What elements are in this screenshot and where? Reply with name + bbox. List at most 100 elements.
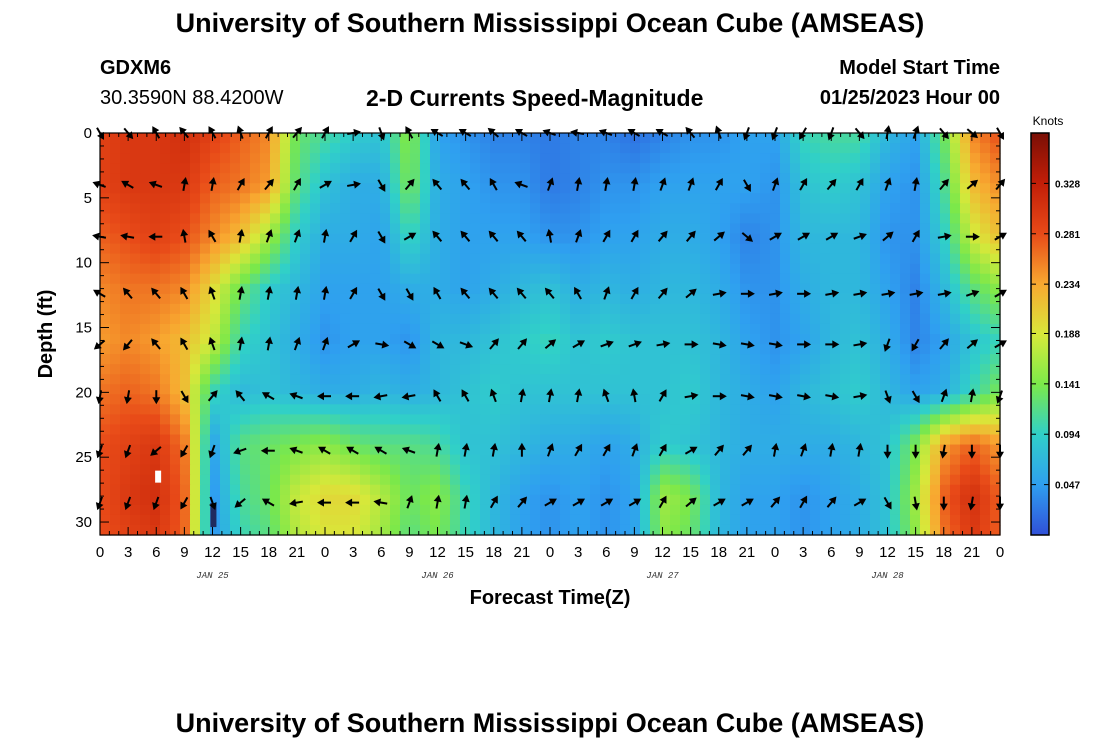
y-tick-label: 30 <box>75 514 92 531</box>
heatmap-cell <box>350 474 361 486</box>
heatmap-cell <box>620 404 631 415</box>
heatmap-cell <box>160 394 171 405</box>
heatmap-cell <box>920 504 931 516</box>
heatmap-cell <box>220 364 231 375</box>
heatmap-cell <box>750 133 761 144</box>
current-arrow <box>516 287 527 300</box>
heatmap-cell <box>460 313 471 325</box>
heatmap-cell <box>360 404 371 415</box>
heatmap-cell <box>850 364 861 375</box>
heatmap-cell <box>360 273 371 285</box>
heatmap-cell <box>870 163 881 174</box>
heatmap-cell <box>450 404 461 415</box>
heatmap-cell <box>500 474 511 486</box>
heatmap-cell <box>530 213 541 225</box>
heatmap-cell <box>440 424 451 436</box>
heatmap-cell <box>740 404 751 415</box>
heatmap-cell <box>350 384 361 395</box>
heatmap-cell <box>450 464 461 476</box>
heatmap-cell <box>840 173 851 184</box>
heatmap-cell <box>830 394 841 405</box>
heatmap-cell <box>670 263 681 275</box>
heatmap-cell <box>770 354 781 365</box>
heatmap-cell <box>950 484 961 496</box>
heatmap-cell <box>350 223 361 235</box>
heatmap-cell <box>490 303 501 315</box>
heatmap-cell <box>550 323 561 335</box>
heatmap-cell <box>500 524 511 536</box>
heatmap-cell <box>580 354 591 365</box>
heatmap-cell <box>380 163 391 174</box>
heatmap-cell <box>230 223 241 235</box>
heatmap-cell <box>710 424 721 436</box>
heatmap-cell <box>820 143 831 154</box>
heatmap-cell <box>790 424 801 436</box>
heatmap-cell <box>680 424 691 436</box>
heatmap-cell <box>340 434 351 446</box>
heatmap-cell <box>560 464 571 476</box>
heatmap-cell <box>860 173 871 184</box>
heatmap-cell <box>660 303 671 315</box>
heatmap-cell <box>670 293 681 305</box>
heatmap-cell <box>950 213 961 225</box>
heatmap-cell <box>380 384 391 395</box>
heatmap-cell <box>830 464 841 476</box>
heatmap-cell <box>740 454 751 466</box>
heatmap-cell <box>230 474 241 486</box>
heatmap-cell <box>920 484 931 496</box>
heatmap-cell <box>520 394 531 405</box>
heatmap-cell <box>390 484 401 496</box>
heatmap-cell <box>750 474 761 486</box>
heatmap-cell <box>740 193 751 204</box>
heatmap-cell <box>800 243 811 255</box>
heatmap-cell <box>570 414 581 426</box>
current-arrow <box>347 340 361 349</box>
heatmap-cell <box>700 394 711 405</box>
y-tick-label: 15 <box>75 320 92 337</box>
current-arrow <box>799 443 808 457</box>
heatmap-cell <box>720 434 731 446</box>
heatmap-cell <box>450 303 461 315</box>
heatmap-cell <box>450 223 461 235</box>
heatmap-cell <box>500 424 511 436</box>
heatmap-cell <box>320 344 331 355</box>
current-arrow <box>321 285 330 300</box>
heatmap-cell <box>410 424 421 436</box>
heatmap-cell <box>850 454 861 466</box>
heatmap-cell <box>600 464 611 476</box>
heatmap-cell <box>150 524 161 536</box>
heatmap-cell <box>500 193 511 204</box>
heatmap-cell <box>420 303 431 315</box>
heatmap-cell <box>710 364 721 375</box>
heatmap-cell <box>440 344 451 355</box>
heatmap-cell <box>270 183 281 194</box>
heatmap-cell <box>720 354 731 365</box>
heatmap-cell <box>390 303 401 315</box>
heatmap-cell <box>390 193 401 204</box>
heatmap-cell <box>440 504 451 516</box>
heatmap-cell <box>840 504 851 516</box>
heatmap-cell <box>590 344 601 355</box>
heatmap-cell <box>300 334 311 345</box>
heatmap-cell <box>940 263 951 275</box>
heatmap-cell <box>930 414 941 426</box>
heatmap-cell <box>600 143 611 154</box>
heatmap-cell <box>700 223 711 235</box>
heatmap-cell <box>230 153 241 164</box>
heatmap-cell <box>490 323 501 335</box>
heatmap-cell <box>530 183 541 194</box>
heatmap-cell <box>320 464 331 476</box>
current-arrow <box>345 498 360 507</box>
current-arrow <box>208 444 216 459</box>
heatmap-cell <box>980 153 991 164</box>
heatmap-cell <box>210 263 221 275</box>
heatmap-cell <box>720 273 731 285</box>
heatmap-cell <box>610 484 621 496</box>
heatmap-cell <box>650 173 661 184</box>
heatmap-cell <box>680 253 691 265</box>
heatmap-cell <box>930 514 941 526</box>
heatmap-cell <box>800 213 811 225</box>
heatmap-cell <box>790 474 801 486</box>
heatmap-cell <box>200 374 211 385</box>
current-arrow <box>433 494 442 509</box>
